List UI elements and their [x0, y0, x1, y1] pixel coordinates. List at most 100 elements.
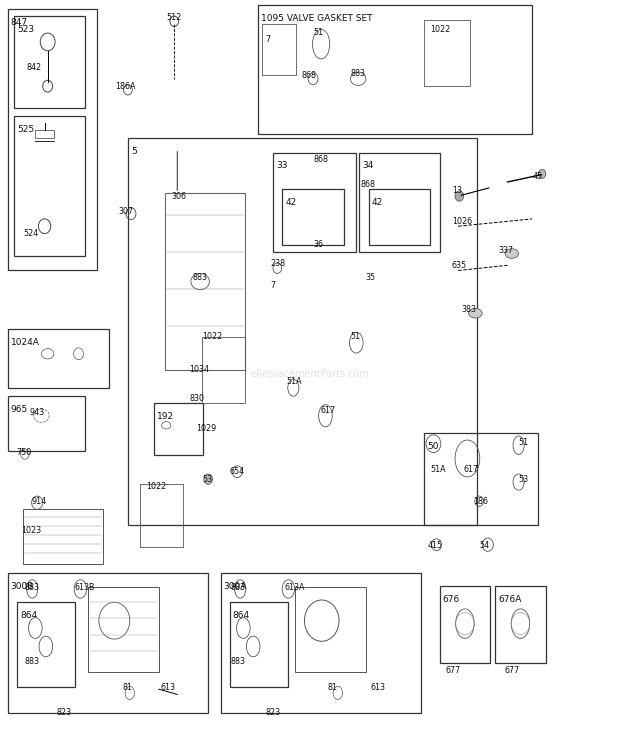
Bar — [140, 484, 184, 547]
Text: 51: 51 — [350, 332, 360, 341]
Text: 53: 53 — [518, 474, 529, 484]
Text: 42: 42 — [285, 198, 296, 207]
Text: 613: 613 — [161, 682, 175, 691]
Text: 337: 337 — [499, 246, 514, 255]
Text: 823: 823 — [57, 708, 72, 717]
Bar — [154, 403, 203, 455]
Ellipse shape — [505, 249, 518, 258]
Bar — [128, 138, 477, 525]
Bar — [221, 573, 421, 713]
Text: 1022: 1022 — [202, 332, 222, 341]
Text: 415: 415 — [427, 541, 443, 550]
Text: 53: 53 — [202, 474, 212, 484]
Bar — [88, 588, 159, 672]
Text: 1095 VALVE GASKET SET: 1095 VALVE GASKET SET — [260, 14, 372, 23]
Text: 512: 512 — [167, 13, 182, 22]
Text: 51A: 51A — [286, 377, 302, 386]
Text: 306: 306 — [171, 192, 186, 201]
Bar — [294, 588, 366, 672]
FancyArrowPatch shape — [177, 152, 178, 190]
Text: 864: 864 — [20, 611, 37, 620]
Bar — [369, 189, 430, 245]
Text: 525: 525 — [17, 124, 34, 133]
Text: 300B: 300B — [11, 582, 34, 591]
Text: 617: 617 — [463, 465, 478, 474]
Text: 1022: 1022 — [146, 482, 167, 491]
Bar — [202, 337, 245, 403]
Text: 842: 842 — [26, 63, 41, 73]
Circle shape — [538, 169, 546, 178]
Bar — [23, 508, 104, 564]
Bar — [424, 20, 471, 86]
Bar — [257, 5, 532, 134]
Bar — [7, 396, 85, 451]
Text: 676: 676 — [443, 595, 460, 604]
Text: 883: 883 — [25, 656, 40, 666]
Bar — [14, 115, 85, 256]
Bar — [424, 433, 538, 525]
Text: 617: 617 — [321, 406, 335, 415]
Text: 42: 42 — [372, 198, 383, 207]
Text: 524: 524 — [23, 229, 38, 238]
Text: 883: 883 — [193, 273, 208, 283]
Text: 654: 654 — [230, 467, 245, 477]
Text: 81: 81 — [327, 682, 337, 691]
Text: 13: 13 — [452, 186, 462, 195]
Bar — [273, 152, 356, 252]
Text: 868: 868 — [313, 155, 328, 164]
Bar — [7, 573, 208, 713]
Bar — [165, 193, 245, 370]
Text: 50: 50 — [427, 442, 439, 451]
Text: 750: 750 — [17, 448, 32, 457]
Text: 823: 823 — [265, 708, 281, 717]
Bar — [262, 24, 296, 75]
Bar — [7, 9, 97, 271]
Bar — [495, 586, 546, 664]
Text: 613B: 613B — [74, 583, 95, 592]
Text: 36: 36 — [313, 240, 323, 249]
Text: 186A: 186A — [115, 81, 136, 91]
Text: 383: 383 — [461, 305, 476, 314]
Circle shape — [455, 191, 464, 201]
Text: 1026: 1026 — [452, 217, 472, 226]
Text: 7: 7 — [265, 36, 270, 44]
Text: 51: 51 — [313, 28, 323, 37]
Text: 7: 7 — [270, 280, 275, 290]
Text: 868: 868 — [361, 180, 376, 189]
Bar — [230, 602, 288, 687]
Text: 613: 613 — [371, 682, 386, 691]
Text: 914: 914 — [31, 497, 46, 505]
Bar — [7, 329, 109, 388]
Text: 307: 307 — [118, 207, 134, 216]
Text: 1024A: 1024A — [11, 338, 40, 347]
Text: 677: 677 — [505, 666, 520, 676]
Text: 300A: 300A — [224, 582, 247, 591]
Text: eReplacementParts.com: eReplacementParts.com — [250, 369, 370, 379]
Text: 5: 5 — [131, 147, 137, 155]
Text: 51: 51 — [518, 438, 529, 447]
Text: 1029: 1029 — [196, 425, 216, 434]
Text: 883: 883 — [231, 656, 246, 666]
Ellipse shape — [469, 309, 482, 318]
Text: 635: 635 — [452, 260, 467, 270]
Text: 35: 35 — [366, 273, 376, 283]
Text: 54: 54 — [480, 541, 490, 550]
Text: 965: 965 — [11, 405, 28, 414]
Text: 34: 34 — [363, 161, 374, 170]
Text: 943: 943 — [29, 408, 44, 417]
Text: 864: 864 — [233, 611, 250, 620]
Bar — [440, 586, 490, 664]
Circle shape — [204, 474, 213, 484]
Text: 33: 33 — [276, 161, 288, 170]
Text: 81: 81 — [122, 682, 132, 691]
Text: 830: 830 — [190, 394, 205, 403]
Text: 523: 523 — [17, 25, 34, 34]
Text: 192: 192 — [157, 412, 174, 421]
Bar — [282, 189, 344, 245]
Text: 51A: 51A — [430, 465, 446, 474]
Text: 883: 883 — [25, 583, 40, 592]
Text: 677: 677 — [446, 666, 461, 676]
Bar — [14, 16, 85, 108]
Bar — [360, 152, 440, 252]
Text: 1034: 1034 — [190, 366, 210, 374]
